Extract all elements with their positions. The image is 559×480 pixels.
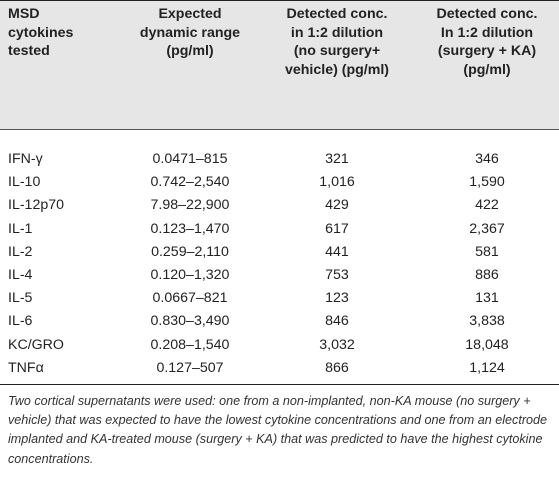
header-expected-dynamic-range: Expected dynamic range (pg/ml) xyxy=(139,6,241,60)
conc-no-surgery: 753 xyxy=(325,266,349,283)
table-header: MSD cytokines tested Expected dynamic ra… xyxy=(0,0,559,130)
expected-range: 0.830–3,490 xyxy=(150,313,230,330)
cytokine-name: IL-4 xyxy=(8,266,33,283)
conc-no-surgery: 846 xyxy=(325,313,349,330)
conc-surgery-ka: 1,590 xyxy=(469,174,505,191)
table-row: IL-1 0.123–1,470 617 2,367 xyxy=(0,218,559,241)
cytokine-name: IL-5 xyxy=(8,290,33,307)
expected-range: 0.123–1,470 xyxy=(150,220,230,237)
expected-range: 0.120–1,320 xyxy=(150,266,230,283)
expected-range: 0.259–2,110 xyxy=(151,243,229,260)
cytokine-name: TNFα xyxy=(8,359,44,376)
cytokine-name: IL-6 xyxy=(8,313,33,330)
conc-surgery-ka: 581 xyxy=(475,243,499,260)
table-footnote: Two cortical supernatants were used: one… xyxy=(8,394,548,466)
expected-range: 0.127–507 xyxy=(156,359,224,376)
conc-no-surgery: 123 xyxy=(325,290,349,307)
expected-range: 0.0667–821 xyxy=(152,290,228,307)
cytokine-name: IL-12p70 xyxy=(8,197,65,214)
conc-surgery-ka: 18,048 xyxy=(465,336,509,353)
table-row: IL-10 0.742–2,540 1,016 1,590 xyxy=(0,171,559,194)
conc-surgery-ka: 1,124 xyxy=(469,359,505,376)
cytokine-name: KC/GRO xyxy=(8,336,64,353)
conc-no-surgery: 1,016 xyxy=(319,174,355,191)
table-body: IFN-γ 0.0471–815 321 346 IL-10 0.742–2,5… xyxy=(0,148,559,380)
conc-surgery-ka: 422 xyxy=(475,197,499,214)
conc-surgery-ka: 346 xyxy=(475,151,499,167)
table-row: IFN-γ 0.0471–815 321 346 xyxy=(0,148,559,171)
header-cytokines-tested: MSD cytokines tested xyxy=(8,6,74,60)
conc-no-surgery: 3,032 xyxy=(319,336,355,353)
cytokine-name: IL-1 xyxy=(8,220,33,237)
table-row: TNFα 0.127–507 866 1,124 xyxy=(0,357,559,380)
conc-no-surgery: 429 xyxy=(325,197,349,214)
table-row: IL-6 0.830–3,490 846 3,838 xyxy=(0,310,559,333)
table-row: KC/GRO 0.208–1,540 3,032 18,048 xyxy=(0,334,559,357)
conc-no-surgery: 321 xyxy=(325,151,349,167)
expected-range: 0.208–1,540 xyxy=(150,336,230,353)
cytokine-name: IFN-γ xyxy=(8,151,43,167)
expected-range: 0.0471–815 xyxy=(152,151,228,167)
header-detected-conc-no-surgery: Detected conc. in 1:2 dilution (no surge… xyxy=(284,6,390,79)
expected-range: 0.742–2,540 xyxy=(150,174,230,191)
table-row: IL-2 0.259–2,110 441 581 xyxy=(0,241,559,264)
conc-no-surgery: 441 xyxy=(325,243,349,260)
conc-no-surgery: 866 xyxy=(325,359,349,376)
expected-range: 7.98–22,900 xyxy=(150,197,230,214)
table-bottom-rule xyxy=(0,384,559,385)
table-row: IL-12p70 7.98–22,900 429 422 xyxy=(0,194,559,217)
cytokine-name: IL-2 xyxy=(8,243,33,260)
conc-no-surgery: 617 xyxy=(325,220,349,237)
conc-surgery-ka: 131 xyxy=(475,290,499,307)
conc-surgery-ka: 3,838 xyxy=(469,313,505,330)
table-row: IL-5 0.0667–821 123 131 xyxy=(0,287,559,310)
table-row: IL-4 0.120–1,320 753 886 xyxy=(0,264,559,287)
header-detected-conc-surgery-ka: Detected conc. In 1:2 dilution (surgery … xyxy=(436,6,538,79)
conc-surgery-ka: 886 xyxy=(475,266,499,283)
cytokine-name: IL-10 xyxy=(8,174,41,191)
conc-surgery-ka: 2,367 xyxy=(469,220,505,237)
